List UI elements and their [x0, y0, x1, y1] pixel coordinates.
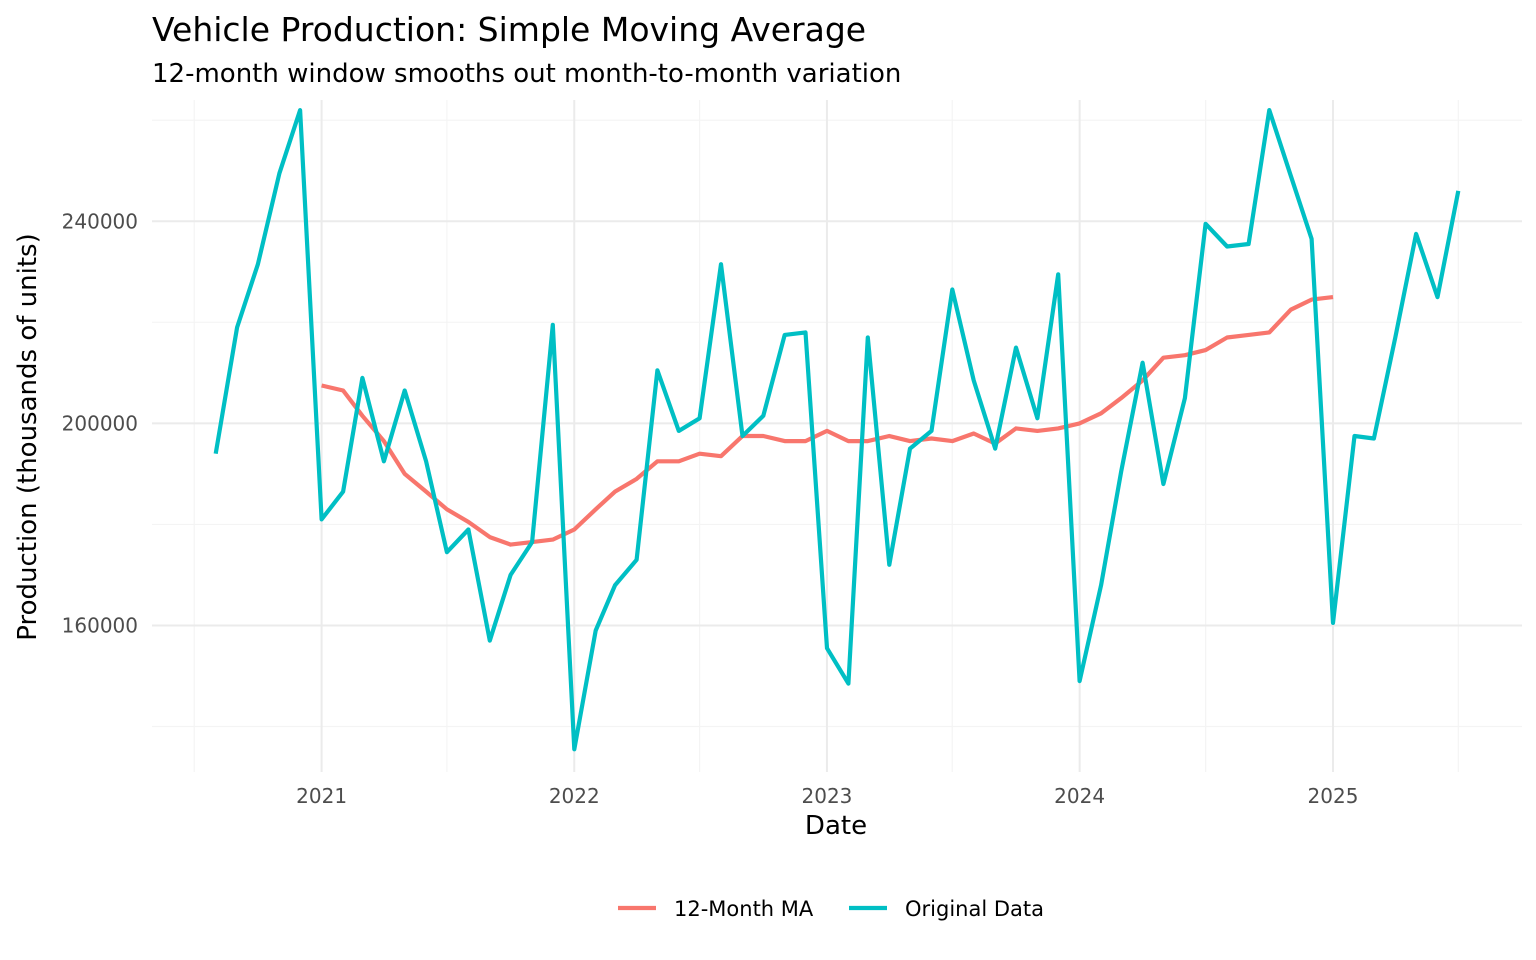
x-tick-label: 2021 [296, 784, 347, 808]
grid-minor [152, 100, 1522, 772]
y-tick-label: 160000 [62, 613, 138, 637]
x-tick-label: 2023 [802, 784, 853, 808]
grid-major [152, 100, 1522, 772]
x-tick-label: 2024 [1054, 784, 1105, 808]
y-tick-label: 240000 [62, 209, 138, 233]
x-tick-label: 2022 [549, 784, 600, 808]
x-axis-ticks: 2021 2022 2023 2024 2025 [296, 784, 1358, 808]
legend: 12-Month MA Original Data [618, 897, 1044, 921]
series-line-original-data [213, 107, 1461, 752]
chart-title: Vehicle Production: Simple Moving Averag… [152, 10, 866, 49]
series-lines [213, 107, 1461, 752]
series-line-moving-average [321, 295, 1334, 547]
legend-label-moving-average: 12-Month MA [674, 897, 814, 921]
legend-label-original-data: Original Data [905, 897, 1044, 921]
y-axis-title: Production (thousands of units) [13, 233, 43, 640]
chart-subtitle: 12-month window smooths out month-to-mon… [152, 59, 901, 89]
y-axis-ticks: 160000 200000 240000 [62, 209, 138, 637]
x-tick-label: 2025 [1308, 784, 1359, 808]
x-axis-title: Date [805, 811, 867, 841]
y-tick-label: 200000 [62, 411, 138, 435]
